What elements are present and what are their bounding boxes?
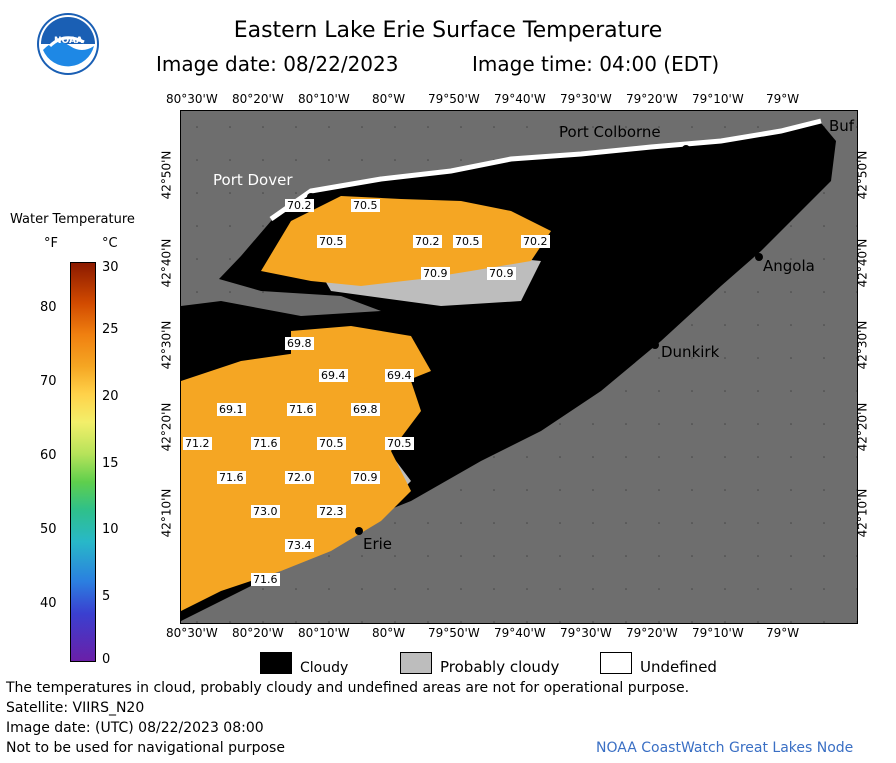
temp-label: 73.0 — [251, 505, 280, 518]
temp-label: 71.6 — [217, 471, 246, 484]
temp-label: 71.6 — [251, 573, 280, 586]
legend-swatch-cloudy — [260, 652, 292, 674]
nav-warning: Not to be used for navigational purpose — [6, 740, 285, 756]
marker-port-colborne — [682, 145, 690, 153]
temp-label: 71.2 — [183, 437, 212, 450]
noaa-logo: NOAA — [36, 12, 100, 76]
f-tick: 50 — [40, 522, 57, 537]
temp-label: 69.8 — [351, 403, 380, 416]
c-tick: 0 — [102, 652, 111, 667]
temp-label: 70.9 — [351, 471, 380, 484]
legend-undefined: Undefined — [640, 658, 717, 676]
label-port-colborne: Port Colborne — [559, 123, 661, 141]
legend-cloudy: Cloudy — [300, 660, 349, 676]
lon-tick-bottom: 80°30'W — [166, 626, 218, 640]
lat-tick-left: 42°10'N — [159, 488, 174, 538]
temp-label: 70.5 — [317, 235, 346, 248]
label-angola: Angola — [763, 257, 815, 275]
temp-label: 70.9 — [421, 267, 450, 280]
marker-angola — [755, 253, 763, 261]
image-time: Image time: 04:00 (EDT) — [472, 52, 720, 76]
lon-tick-top: 79°10'W — [692, 92, 744, 106]
colorbar — [70, 262, 96, 662]
temp-label: 69.1 — [217, 403, 246, 416]
temp-label: 70.5 — [351, 199, 380, 212]
colorbar-unit-c: °C — [102, 236, 118, 251]
temp-label: 71.6 — [287, 403, 316, 416]
utc-date: Image date: (UTC) 08/22/2023 08:00 — [6, 720, 264, 736]
temp-label: 70.5 — [317, 437, 346, 450]
lon-tick-bottom: 80°W — [372, 626, 406, 640]
f-tick: 70 — [40, 374, 57, 389]
temp-label: 70.2 — [413, 235, 442, 248]
temp-label: 72.0 — [285, 471, 314, 484]
temp-label: 70.5 — [385, 437, 414, 450]
label-buffalo: Buf — [829, 117, 855, 135]
temp-label: 70.5 — [453, 235, 482, 248]
c-tick: 10 — [102, 522, 119, 537]
temp-label: 69.4 — [319, 369, 348, 382]
lat-tick-left: 42°20'N — [159, 402, 174, 452]
f-tick: 80 — [40, 300, 57, 315]
lon-tick-bottom: 79°10'W — [692, 626, 744, 640]
temp-label: 69.4 — [385, 369, 414, 382]
lon-tick-bottom: 79°50'W — [428, 626, 480, 640]
lon-tick-top: 79°20'W — [626, 92, 678, 106]
marker-erie — [355, 527, 363, 535]
legend-swatch-undefined — [600, 652, 632, 674]
label-dunkirk: Dunkirk — [661, 343, 720, 361]
legend-probably-cloudy: Probably cloudy — [440, 658, 560, 676]
legend-swatch-probably-cloudy — [400, 652, 432, 674]
temp-label: 72.3 — [317, 505, 346, 518]
lon-tick-top: 79°50'W — [428, 92, 480, 106]
credit: NOAA CoastWatch Great Lakes Node — [596, 740, 854, 756]
lon-tick-bottom: 80°10'W — [298, 626, 350, 640]
lon-tick-bottom: 79°W — [766, 626, 800, 640]
temp-label: 69.8 — [285, 337, 314, 350]
f-tick: 40 — [40, 596, 57, 611]
undefined-edge — [269, 118, 822, 222]
c-tick: 20 — [102, 389, 119, 404]
image-date: Image date: 08/22/2023 — [156, 52, 399, 76]
lat-tick-left: 42°50'N — [159, 150, 174, 200]
lon-tick-top: 80°20'W — [232, 92, 284, 106]
marker-dunkirk — [651, 341, 659, 349]
lon-tick-top: 80°30'W — [166, 92, 218, 106]
lat-tick-left: 42°30'N — [159, 320, 174, 370]
logo-text: NOAA — [54, 36, 83, 46]
c-tick: 25 — [102, 322, 119, 337]
map-title: Eastern Lake Erie Surface Temperature — [233, 18, 663, 43]
lon-tick-top: 80°10'W — [298, 92, 350, 106]
temp-label: 70.2 — [285, 199, 314, 212]
disclaimer: The temperatures in cloud, probably clou… — [6, 680, 690, 696]
lon-tick-bottom: 79°20'W — [626, 626, 678, 640]
c-tick: 15 — [102, 456, 119, 471]
lon-tick-top: 79°30'W — [560, 92, 612, 106]
lon-tick-top: 79°W — [766, 92, 800, 106]
lon-tick-bottom: 80°20'W — [232, 626, 284, 640]
label-port-dover: Port Dover — [213, 171, 293, 189]
colorbar-unit-f: °F — [44, 236, 58, 251]
temp-label: 73.4 — [285, 539, 314, 552]
lon-tick-top: 80°W — [372, 92, 406, 106]
c-tick: 5 — [102, 589, 111, 604]
lake-map: Port Dover Port Colborne Buf Angola Dunk… — [180, 110, 858, 624]
c-tick: 30 — [102, 260, 119, 275]
lon-tick-top: 79°40'W — [494, 92, 546, 106]
temp-label: 70.2 — [521, 235, 550, 248]
colorbar-title: Water Temperature — [10, 212, 135, 227]
lake-map-svg — [181, 111, 857, 623]
warm-water-north — [261, 196, 551, 286]
satellite-info: Satellite: VIIRS_N20 — [6, 700, 145, 716]
temp-label: 71.6 — [251, 437, 280, 450]
label-erie: Erie — [363, 535, 393, 553]
temp-label: 70.9 — [487, 267, 516, 280]
lat-tick-left: 42°40'N — [159, 238, 174, 288]
f-tick: 60 — [40, 448, 57, 463]
lon-tick-bottom: 79°30'W — [560, 626, 612, 640]
lon-tick-bottom: 79°40'W — [494, 626, 546, 640]
